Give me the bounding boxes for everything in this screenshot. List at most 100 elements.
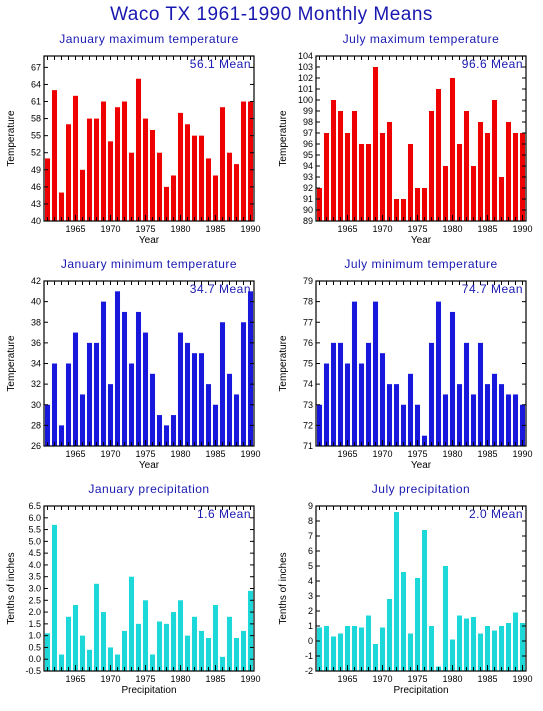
svg-text:95: 95 xyxy=(302,150,312,160)
svg-text:78: 78 xyxy=(302,297,312,307)
svg-text:1965: 1965 xyxy=(337,449,357,459)
svg-text:1970: 1970 xyxy=(100,449,120,459)
svg-text:7: 7 xyxy=(307,531,312,541)
svg-text:Year: Year xyxy=(410,460,431,471)
svg-text:43: 43 xyxy=(31,199,41,209)
svg-text:1975: 1975 xyxy=(407,224,427,234)
svg-text:Temperature: Temperature xyxy=(6,110,17,167)
svg-text:64: 64 xyxy=(31,79,41,89)
svg-text:40: 40 xyxy=(31,297,41,307)
svg-text:100: 100 xyxy=(297,95,312,105)
svg-text:1975: 1975 xyxy=(407,449,427,459)
svg-text:1.5: 1.5 xyxy=(28,619,41,629)
svg-text:90: 90 xyxy=(302,205,312,215)
svg-text:34.7 Mean: 34.7 Mean xyxy=(190,282,251,296)
svg-text:Year: Year xyxy=(139,460,160,471)
svg-text:28: 28 xyxy=(31,420,41,430)
svg-text:-2: -2 xyxy=(304,666,312,676)
svg-text:58: 58 xyxy=(31,114,41,124)
svg-text:73: 73 xyxy=(302,400,312,410)
svg-text:1990: 1990 xyxy=(240,449,260,459)
svg-text:6.0: 6.0 xyxy=(28,513,41,523)
svg-text:1990: 1990 xyxy=(512,224,532,234)
svg-text:1980: 1980 xyxy=(442,674,462,684)
svg-text:67: 67 xyxy=(31,62,41,72)
svg-text:74: 74 xyxy=(302,379,312,389)
svg-text:1975: 1975 xyxy=(135,449,155,459)
svg-text:91: 91 xyxy=(302,194,312,204)
svg-text:6.5: 6.5 xyxy=(28,501,41,511)
svg-text:1965: 1965 xyxy=(65,224,85,234)
svg-text:2.0 Mean: 2.0 Mean xyxy=(468,507,522,521)
svg-text:34: 34 xyxy=(31,359,41,369)
svg-text:1990: 1990 xyxy=(240,674,260,684)
svg-text:July minimum temperature: July minimum temperature xyxy=(344,257,497,271)
svg-text:January minimum temperature: January minimum temperature xyxy=(61,257,237,271)
svg-text:1970: 1970 xyxy=(100,224,120,234)
chart-jan_max: January maximum temperature 56.1 Mean 40 43… xyxy=(0,28,272,253)
svg-text:4.5: 4.5 xyxy=(28,548,41,558)
svg-text:96: 96 xyxy=(302,139,312,149)
svg-text:1985: 1985 xyxy=(477,674,497,684)
svg-text:1985: 1985 xyxy=(477,224,497,234)
svg-text:1965: 1965 xyxy=(65,449,85,459)
svg-text:-0.5: -0.5 xyxy=(25,666,41,676)
svg-text:5.5: 5.5 xyxy=(28,525,41,535)
svg-text:Temperature: Temperature xyxy=(278,335,289,392)
main-title: Waco TX 1961-1990 Monthly Means xyxy=(0,4,543,26)
svg-text:56.1 Mean: 56.1 Mean xyxy=(190,57,251,71)
svg-text:1965: 1965 xyxy=(337,674,357,684)
svg-text:Tenths of inches: Tenths of inches xyxy=(278,552,289,624)
svg-text:42: 42 xyxy=(31,276,41,286)
svg-text:71: 71 xyxy=(302,441,312,451)
svg-text:5.0: 5.0 xyxy=(28,536,41,546)
svg-text:99: 99 xyxy=(302,106,312,116)
svg-text:1980: 1980 xyxy=(170,449,190,459)
svg-text:1975: 1975 xyxy=(135,224,155,234)
svg-text:102: 102 xyxy=(297,73,312,83)
svg-text:January maximum temperature: January maximum temperature xyxy=(59,32,239,46)
chart-jul_min: July minimum temperature74.7 Mean7172737… xyxy=(272,253,543,478)
chart-jan_min: January minimum temperature34.7 Mean2628… xyxy=(0,253,272,478)
svg-text:55: 55 xyxy=(31,131,41,141)
svg-text:93: 93 xyxy=(302,172,312,182)
svg-text:1: 1 xyxy=(307,621,312,631)
svg-text:2.5: 2.5 xyxy=(28,595,41,605)
svg-text:July maximum temperature: July maximum temperature xyxy=(342,32,499,46)
svg-text:61: 61 xyxy=(31,97,41,107)
svg-text:1985: 1985 xyxy=(205,449,225,459)
svg-text:1.0: 1.0 xyxy=(28,631,41,641)
svg-text:94: 94 xyxy=(302,161,312,171)
svg-text:36: 36 xyxy=(31,338,41,348)
svg-text:January precipitation: January precipitation xyxy=(88,482,209,496)
svg-text:40: 40 xyxy=(31,216,41,226)
svg-text:1970: 1970 xyxy=(372,449,392,459)
svg-text:Year: Year xyxy=(410,235,431,246)
svg-text:1975: 1975 xyxy=(135,674,155,684)
svg-text:0.0: 0.0 xyxy=(28,654,41,664)
svg-text:8: 8 xyxy=(307,516,312,526)
svg-text:-1: -1 xyxy=(304,651,312,661)
svg-text:1990: 1990 xyxy=(512,674,532,684)
svg-text:3.0: 3.0 xyxy=(28,584,41,594)
svg-text:1965: 1965 xyxy=(337,224,357,234)
svg-text:98: 98 xyxy=(302,117,312,127)
svg-text:6: 6 xyxy=(307,546,312,556)
svg-text:52: 52 xyxy=(31,148,41,158)
svg-text:Tenths of inches: Tenths of inches xyxy=(6,552,17,624)
svg-text:4: 4 xyxy=(307,576,312,586)
svg-text:4.0: 4.0 xyxy=(28,560,41,570)
svg-text:38: 38 xyxy=(31,317,41,327)
svg-text:2: 2 xyxy=(307,606,312,616)
svg-text:1970: 1970 xyxy=(100,674,120,684)
svg-text:1970: 1970 xyxy=(372,674,392,684)
svg-text:104: 104 xyxy=(297,51,312,61)
svg-text:1985: 1985 xyxy=(477,449,497,459)
svg-text:1980: 1980 xyxy=(442,224,462,234)
svg-text:5: 5 xyxy=(307,561,312,571)
svg-text:1965: 1965 xyxy=(65,674,85,684)
svg-text:0.5: 0.5 xyxy=(28,642,41,652)
svg-text:46: 46 xyxy=(31,182,41,192)
chart-jul_max: July maximum temperature96.6 Mean8990919… xyxy=(272,28,543,253)
svg-text:1990: 1990 xyxy=(240,224,260,234)
